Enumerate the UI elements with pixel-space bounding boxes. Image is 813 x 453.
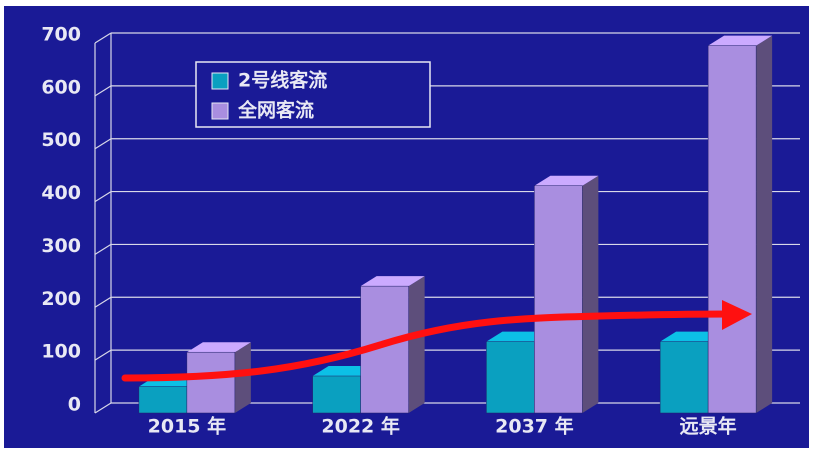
grid: 0 100 200 300 400 500 600 700 2015 年 2022 年 2037 年… (41, 24, 800, 438)
bar (312, 375, 361, 414)
legend-label: 2号线客流 (238, 69, 327, 92)
bar-side (582, 175, 599, 413)
grid-line-side (94, 32, 112, 44)
bar-top (186, 342, 251, 353)
y-tick-label: 200 (41, 288, 81, 310)
grid-line-side (94, 349, 112, 361)
y-tick-label: 100 (41, 341, 81, 363)
x-tick-label: 2037 年 (495, 415, 574, 438)
grid-line-side (94, 243, 112, 255)
bar-side (408, 276, 425, 413)
y-tick-label: 0 (68, 394, 81, 416)
y-tick-label: 500 (41, 129, 81, 151)
grid-line-side (94, 138, 112, 150)
bar-side (756, 35, 773, 414)
grid-line-side (94, 85, 112, 97)
bar (138, 386, 188, 414)
legend-swatch (211, 102, 229, 120)
bar (707, 45, 757, 414)
trend-arrow-head (722, 300, 752, 330)
legend-swatch (211, 72, 229, 90)
x-tick-label: 远景年 (680, 415, 737, 438)
bar-top (534, 175, 599, 186)
grid-line-side (94, 402, 112, 414)
grid-line-side (94, 191, 112, 203)
y-tick-label: 600 (41, 76, 81, 98)
y-tick-label: 400 (41, 182, 81, 204)
y-tick-label: 700 (41, 24, 81, 46)
bar-top (360, 276, 425, 287)
bar (486, 341, 535, 414)
bar-top (708, 35, 773, 46)
bar (186, 351, 236, 414)
legend-box (195, 61, 431, 128)
trend-arrow (121, 310, 734, 382)
bar-side (234, 342, 251, 413)
bar (534, 185, 583, 414)
legend-label: 全网客流 (237, 99, 314, 122)
bars (138, 35, 773, 414)
x-tick-label: 2022 年 (321, 415, 400, 438)
y-tick-label: 300 (41, 235, 81, 257)
bar (659, 341, 709, 414)
grid-line-side (94, 296, 112, 308)
x-tick-label: 2015 年 (148, 415, 227, 438)
